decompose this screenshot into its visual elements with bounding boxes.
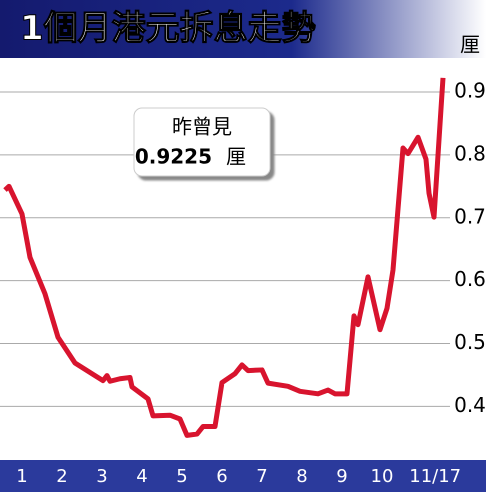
chart-title: 1個月港元拆息走勢 [20,9,316,49]
x-tick-label: 4 [136,466,147,487]
annotation-label: 昨曾見 [172,115,232,139]
y-tick-label: 0.5 [454,330,486,354]
x-tick-label: 10 [371,466,394,487]
x-tick-label: 5 [176,466,187,487]
y-tick-label: 0.6 [454,267,486,291]
data-line [3,77,446,438]
y-tick-label: 0.9 [454,79,486,103]
annotation-box [133,107,271,177]
y-unit: 厘 [460,33,480,57]
x-tick-label: 8 [296,466,307,487]
x-tick-label: 11/17 [409,466,461,487]
y-tick-label: 0.4 [454,393,486,417]
y-tick-label: 0.8 [454,141,486,165]
plot-area [0,77,450,438]
x-tick-label: 6 [216,466,227,487]
y-tick-label: 0.7 [454,204,486,228]
x-tick-label: 2 [56,466,67,487]
x-tick-label: 3 [96,466,107,487]
annotation-value: 0.9225 [135,145,212,169]
x-tick-label: 7 [256,466,267,487]
annotation-bg [133,107,271,177]
x-tick-label: 1 [16,466,27,487]
title-banner [0,0,486,58]
annotation-unit: 厘 [226,145,246,169]
x-tick-label: 9 [336,466,347,487]
x-axis-bar [0,460,486,492]
